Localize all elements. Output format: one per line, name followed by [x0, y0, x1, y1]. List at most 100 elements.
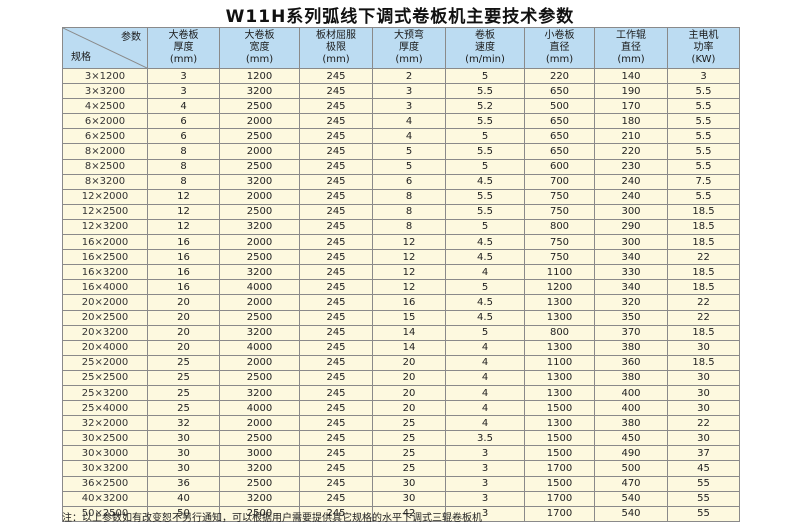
- value-cell: 750: [524, 249, 595, 266]
- table-row: 25×2000 25 2000 245 20 4 1100 360 18.5: [62, 354, 740, 371]
- value-cell: 4: [147, 98, 220, 115]
- value-cell: 12: [147, 203, 220, 220]
- table-row: 16×4000 16 4000 245 12 5 1200 340 18.5: [62, 279, 740, 296]
- table-row: 6×2000 6 2000 245 4 5.5 650 180 5.5: [62, 113, 740, 130]
- model-cell: 50×2500: [62, 505, 148, 522]
- value-cell: 245: [299, 445, 373, 462]
- value-cell: 4: [445, 264, 525, 281]
- value-cell: 750: [524, 188, 595, 205]
- value-cell: 42: [372, 505, 446, 522]
- value-cell: 470: [594, 475, 668, 492]
- model-cell: 16×2000: [62, 234, 148, 251]
- header-width: 大卷板 宽度 (mm): [219, 27, 300, 69]
- value-cell: 4: [372, 128, 446, 145]
- model-cell: 16×2500: [62, 249, 148, 266]
- value-cell: 1300: [524, 339, 595, 356]
- model-cell: 3×1200: [62, 67, 148, 85]
- model-cell: 8×2500: [62, 158, 148, 175]
- value-cell: 1300: [524, 294, 595, 311]
- table-row: 3×1200 3 1200 245 2 5 220 140 3: [62, 67, 740, 85]
- model-cell: 36×2500: [62, 475, 148, 492]
- value-cell: 12: [372, 264, 446, 281]
- value-cell: 3200: [219, 490, 300, 507]
- value-cell: 20: [147, 324, 220, 341]
- value-cell: 245: [299, 430, 373, 447]
- value-cell: 4: [445, 384, 525, 402]
- header-motor-power: 主电机 功率 (KW): [667, 27, 740, 69]
- model-cell: 25×3200: [62, 384, 148, 402]
- value-cell: 20: [372, 369, 446, 386]
- header-speed: 卷板 速度 (m/min): [445, 27, 525, 69]
- value-cell: 5: [372, 158, 446, 175]
- value-cell: 16: [372, 294, 446, 311]
- value-cell: 245: [299, 415, 373, 432]
- value-cell: 1100: [524, 354, 595, 371]
- spec-table: 参数 规格 大卷板 厚度 (mm) 大卷板 宽度 (mm) 板材屈服 极限 (mm) 大预弯…: [62, 27, 740, 522]
- value-cell: 1500: [524, 445, 595, 462]
- value-cell: 8: [147, 173, 220, 190]
- value-cell: 3200: [219, 264, 300, 281]
- value-cell: 245: [299, 67, 373, 85]
- value-cell: 4.5: [445, 234, 525, 251]
- value-cell: 14: [372, 324, 446, 341]
- table-row: 6×2500 6 2500 245 4 5 650 210 5.5: [62, 128, 740, 145]
- value-cell: 25: [372, 460, 446, 477]
- value-cell: 5.5: [667, 128, 740, 145]
- value-cell: 4.5: [445, 309, 525, 326]
- value-cell: 16: [147, 264, 220, 281]
- value-cell: 1300: [524, 415, 595, 432]
- value-cell: 4.5: [445, 249, 525, 266]
- corner-model-label: 规格: [71, 52, 91, 63]
- value-cell: 25: [147, 369, 220, 386]
- value-cell: 20: [372, 400, 446, 417]
- value-cell: 18.5: [667, 264, 740, 281]
- value-cell: 5: [445, 158, 525, 175]
- value-cell: 2000: [219, 188, 300, 205]
- value-cell: 20: [372, 354, 446, 371]
- value-cell: 25: [147, 384, 220, 402]
- value-cell: 245: [299, 505, 373, 522]
- value-cell: 245: [299, 460, 373, 477]
- value-cell: 360: [594, 354, 668, 371]
- value-cell: 3: [445, 475, 525, 492]
- value-cell: 2500: [219, 430, 300, 447]
- value-cell: 3200: [219, 173, 300, 190]
- value-cell: 220: [594, 143, 668, 160]
- value-cell: 245: [299, 113, 373, 130]
- value-cell: 2000: [219, 415, 300, 432]
- value-cell: 5.5: [445, 113, 525, 130]
- header-min-diameter: 小卷板 直径 (mm): [524, 27, 595, 69]
- page-title: W11H系列弧线下调式卷板机主要技术参数: [225, 7, 575, 27]
- value-cell: 3: [667, 67, 740, 85]
- value-cell: 1500: [524, 430, 595, 447]
- value-cell: 22: [667, 249, 740, 266]
- value-cell: 30: [667, 369, 740, 386]
- table-row: 20×2500 20 2500 245 15 4.5 1300 350 22: [62, 309, 740, 326]
- value-cell: 245: [299, 384, 373, 402]
- value-cell: 2000: [219, 143, 300, 160]
- table-row: 40×3200 40 3200 245 30 3 1700 540 55: [62, 490, 740, 507]
- header-yield: 板材屈服 极限 (mm): [299, 27, 373, 69]
- value-cell: 245: [299, 128, 373, 145]
- table-row: 30×2500 30 2500 245 25 3.5 1500 450 30: [62, 430, 740, 447]
- value-cell: 18.5: [667, 234, 740, 251]
- value-cell: 3: [372, 98, 446, 115]
- value-cell: 3.5: [445, 430, 525, 447]
- corner-header: 参数 规格: [62, 27, 148, 69]
- value-cell: 4: [445, 415, 525, 432]
- value-cell: 30: [667, 384, 740, 402]
- value-cell: 650: [524, 113, 595, 130]
- table-row: 12×3200 12 3200 245 8 5 800 290 18.5: [62, 218, 740, 236]
- value-cell: 8: [372, 218, 446, 236]
- value-cell: 1200: [524, 279, 595, 296]
- value-cell: 1300: [524, 369, 595, 386]
- value-cell: 12: [147, 218, 220, 236]
- value-cell: 700: [524, 173, 595, 190]
- value-cell: 3200: [219, 218, 300, 236]
- value-cell: 8: [147, 143, 220, 160]
- value-cell: 25: [147, 400, 220, 417]
- table-row: 12×2500 12 2500 245 8 5.5 750 300 18.5: [62, 203, 740, 220]
- value-cell: 245: [299, 490, 373, 507]
- table-row: 8×3200 8 3200 245 6 4.5 700 240 7.5: [62, 173, 740, 190]
- table-row: 8×2000 8 2000 245 5 5.5 650 220 5.5: [62, 143, 740, 160]
